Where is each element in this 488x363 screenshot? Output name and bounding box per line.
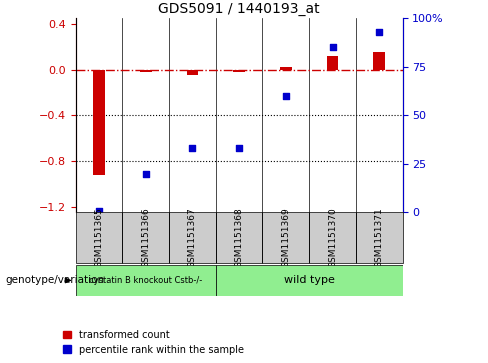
Text: wild type: wild type xyxy=(284,276,335,285)
Bar xyxy=(140,70,152,72)
Point xyxy=(328,44,336,50)
Bar xyxy=(373,52,385,70)
Bar xyxy=(76,265,216,296)
Bar xyxy=(356,212,403,263)
Bar xyxy=(122,212,169,263)
Point xyxy=(235,145,243,151)
Bar xyxy=(280,67,292,70)
Bar xyxy=(216,265,403,296)
Text: GSM1151370: GSM1151370 xyxy=(328,207,337,268)
Point xyxy=(375,29,383,34)
Bar xyxy=(263,212,309,263)
Text: GSM1151365: GSM1151365 xyxy=(95,207,103,268)
Bar xyxy=(169,212,216,263)
Text: GSM1151368: GSM1151368 xyxy=(235,207,244,268)
Text: GSM1151367: GSM1151367 xyxy=(188,207,197,268)
Point xyxy=(142,171,150,176)
Bar xyxy=(326,56,338,70)
Title: GDS5091 / 1440193_at: GDS5091 / 1440193_at xyxy=(158,2,320,16)
Bar xyxy=(233,70,245,72)
Point xyxy=(282,93,290,99)
Legend: transformed count, percentile rank within the sample: transformed count, percentile rank withi… xyxy=(63,330,244,355)
Bar xyxy=(309,212,356,263)
Text: cystatin B knockout Cstb-/-: cystatin B knockout Cstb-/- xyxy=(89,276,203,285)
Bar xyxy=(186,70,198,75)
Bar xyxy=(216,212,263,263)
Text: GSM1151366: GSM1151366 xyxy=(141,207,150,268)
Point xyxy=(95,208,103,214)
Text: GSM1151371: GSM1151371 xyxy=(375,207,384,268)
Text: genotype/variation: genotype/variation xyxy=(5,276,104,285)
Bar xyxy=(93,70,105,175)
Text: GSM1151369: GSM1151369 xyxy=(281,207,290,268)
Bar xyxy=(76,212,122,263)
Point xyxy=(188,145,196,151)
